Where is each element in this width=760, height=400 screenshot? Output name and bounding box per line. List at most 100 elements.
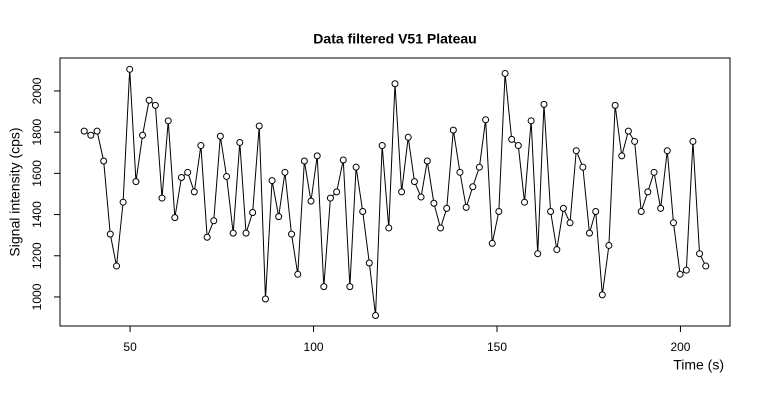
y-tick-label: 1800 [30, 118, 44, 145]
y-axis-label: Signal intensity (cps) [7, 127, 23, 256]
data-point [365, 259, 373, 267]
data-point [359, 207, 367, 215]
data-point [236, 138, 244, 146]
data-point [508, 135, 516, 143]
data-point [164, 117, 172, 125]
y-tick-label: 1000 [30, 283, 44, 310]
data-point [320, 283, 328, 291]
data-point [100, 157, 108, 165]
data-point [663, 147, 671, 155]
data-point [126, 65, 134, 73]
data-point [676, 270, 684, 278]
data-point [404, 133, 412, 141]
data-point [618, 152, 626, 160]
data-point [657, 204, 665, 212]
data-point [696, 250, 704, 258]
data-point [423, 157, 431, 165]
data-point [145, 96, 153, 104]
data-point [488, 239, 496, 247]
data-point [190, 188, 198, 196]
data-point [275, 213, 283, 221]
data-point [501, 69, 509, 77]
data-point [605, 241, 613, 249]
data-point [547, 207, 555, 215]
data-point [430, 199, 438, 207]
x-tick-label: 100 [304, 340, 324, 354]
data-point [572, 147, 580, 155]
data-point [313, 152, 321, 160]
data-point [585, 229, 593, 237]
data-point [650, 168, 658, 176]
data-point [475, 163, 483, 171]
data-point [216, 132, 224, 140]
data-point [242, 229, 250, 237]
data-point [80, 127, 88, 135]
data-point [702, 262, 710, 270]
data-point [391, 80, 399, 88]
y-tick-label: 1400 [30, 201, 44, 228]
y-tick-label: 1200 [30, 242, 44, 269]
data-point [566, 219, 574, 227]
data-point [540, 100, 548, 108]
data-point [611, 101, 619, 109]
data-point [229, 229, 237, 237]
data-point [469, 183, 477, 191]
chart-title: Data filtered V51 Plateau [313, 31, 476, 47]
data-point [210, 217, 218, 225]
data-point [261, 295, 269, 303]
data-point [534, 250, 542, 258]
data-point [139, 131, 147, 139]
data-point [669, 219, 677, 227]
data-point [631, 137, 639, 145]
data-point [443, 204, 451, 212]
data-point [449, 126, 457, 134]
y-tick-label: 1600 [30, 160, 44, 187]
data-point [184, 168, 192, 176]
data-point [294, 270, 302, 278]
data-point [514, 142, 522, 150]
x-axis-label: Time (s) [673, 357, 724, 373]
data-point [151, 101, 159, 109]
data-point [682, 266, 690, 274]
data-point [398, 188, 406, 196]
data-point [87, 131, 95, 139]
x-tick-label: 50 [123, 340, 137, 354]
data-point [559, 204, 567, 212]
data-point [203, 233, 211, 241]
data-point [592, 207, 600, 215]
data-point [93, 127, 101, 135]
x-tick-label: 200 [670, 340, 690, 354]
data-point [495, 207, 503, 215]
data-point [579, 163, 587, 171]
data-point [106, 230, 114, 238]
data-point [171, 214, 179, 222]
data-point [482, 116, 490, 124]
data-point [527, 117, 535, 125]
data-point [268, 177, 276, 185]
data-point [378, 142, 386, 150]
data-point [255, 122, 263, 130]
data-point [598, 291, 606, 299]
data-point [372, 311, 380, 319]
x-tick-label: 150 [487, 340, 507, 354]
data-point [158, 194, 166, 202]
data-point [333, 188, 341, 196]
data-point [197, 142, 205, 150]
data-point [326, 194, 334, 202]
data-point [339, 156, 347, 164]
data-point [637, 207, 645, 215]
data-point [385, 224, 393, 232]
data-point [410, 178, 418, 186]
data-point [307, 197, 315, 205]
data-point [436, 224, 444, 232]
data-point [689, 137, 697, 145]
data-point [300, 157, 308, 165]
data-point [462, 203, 470, 211]
data-point [249, 208, 257, 216]
plot-frame [59, 57, 731, 327]
data-point [417, 193, 425, 201]
data-point [113, 262, 121, 270]
y-tick-label: 2000 [30, 77, 44, 104]
